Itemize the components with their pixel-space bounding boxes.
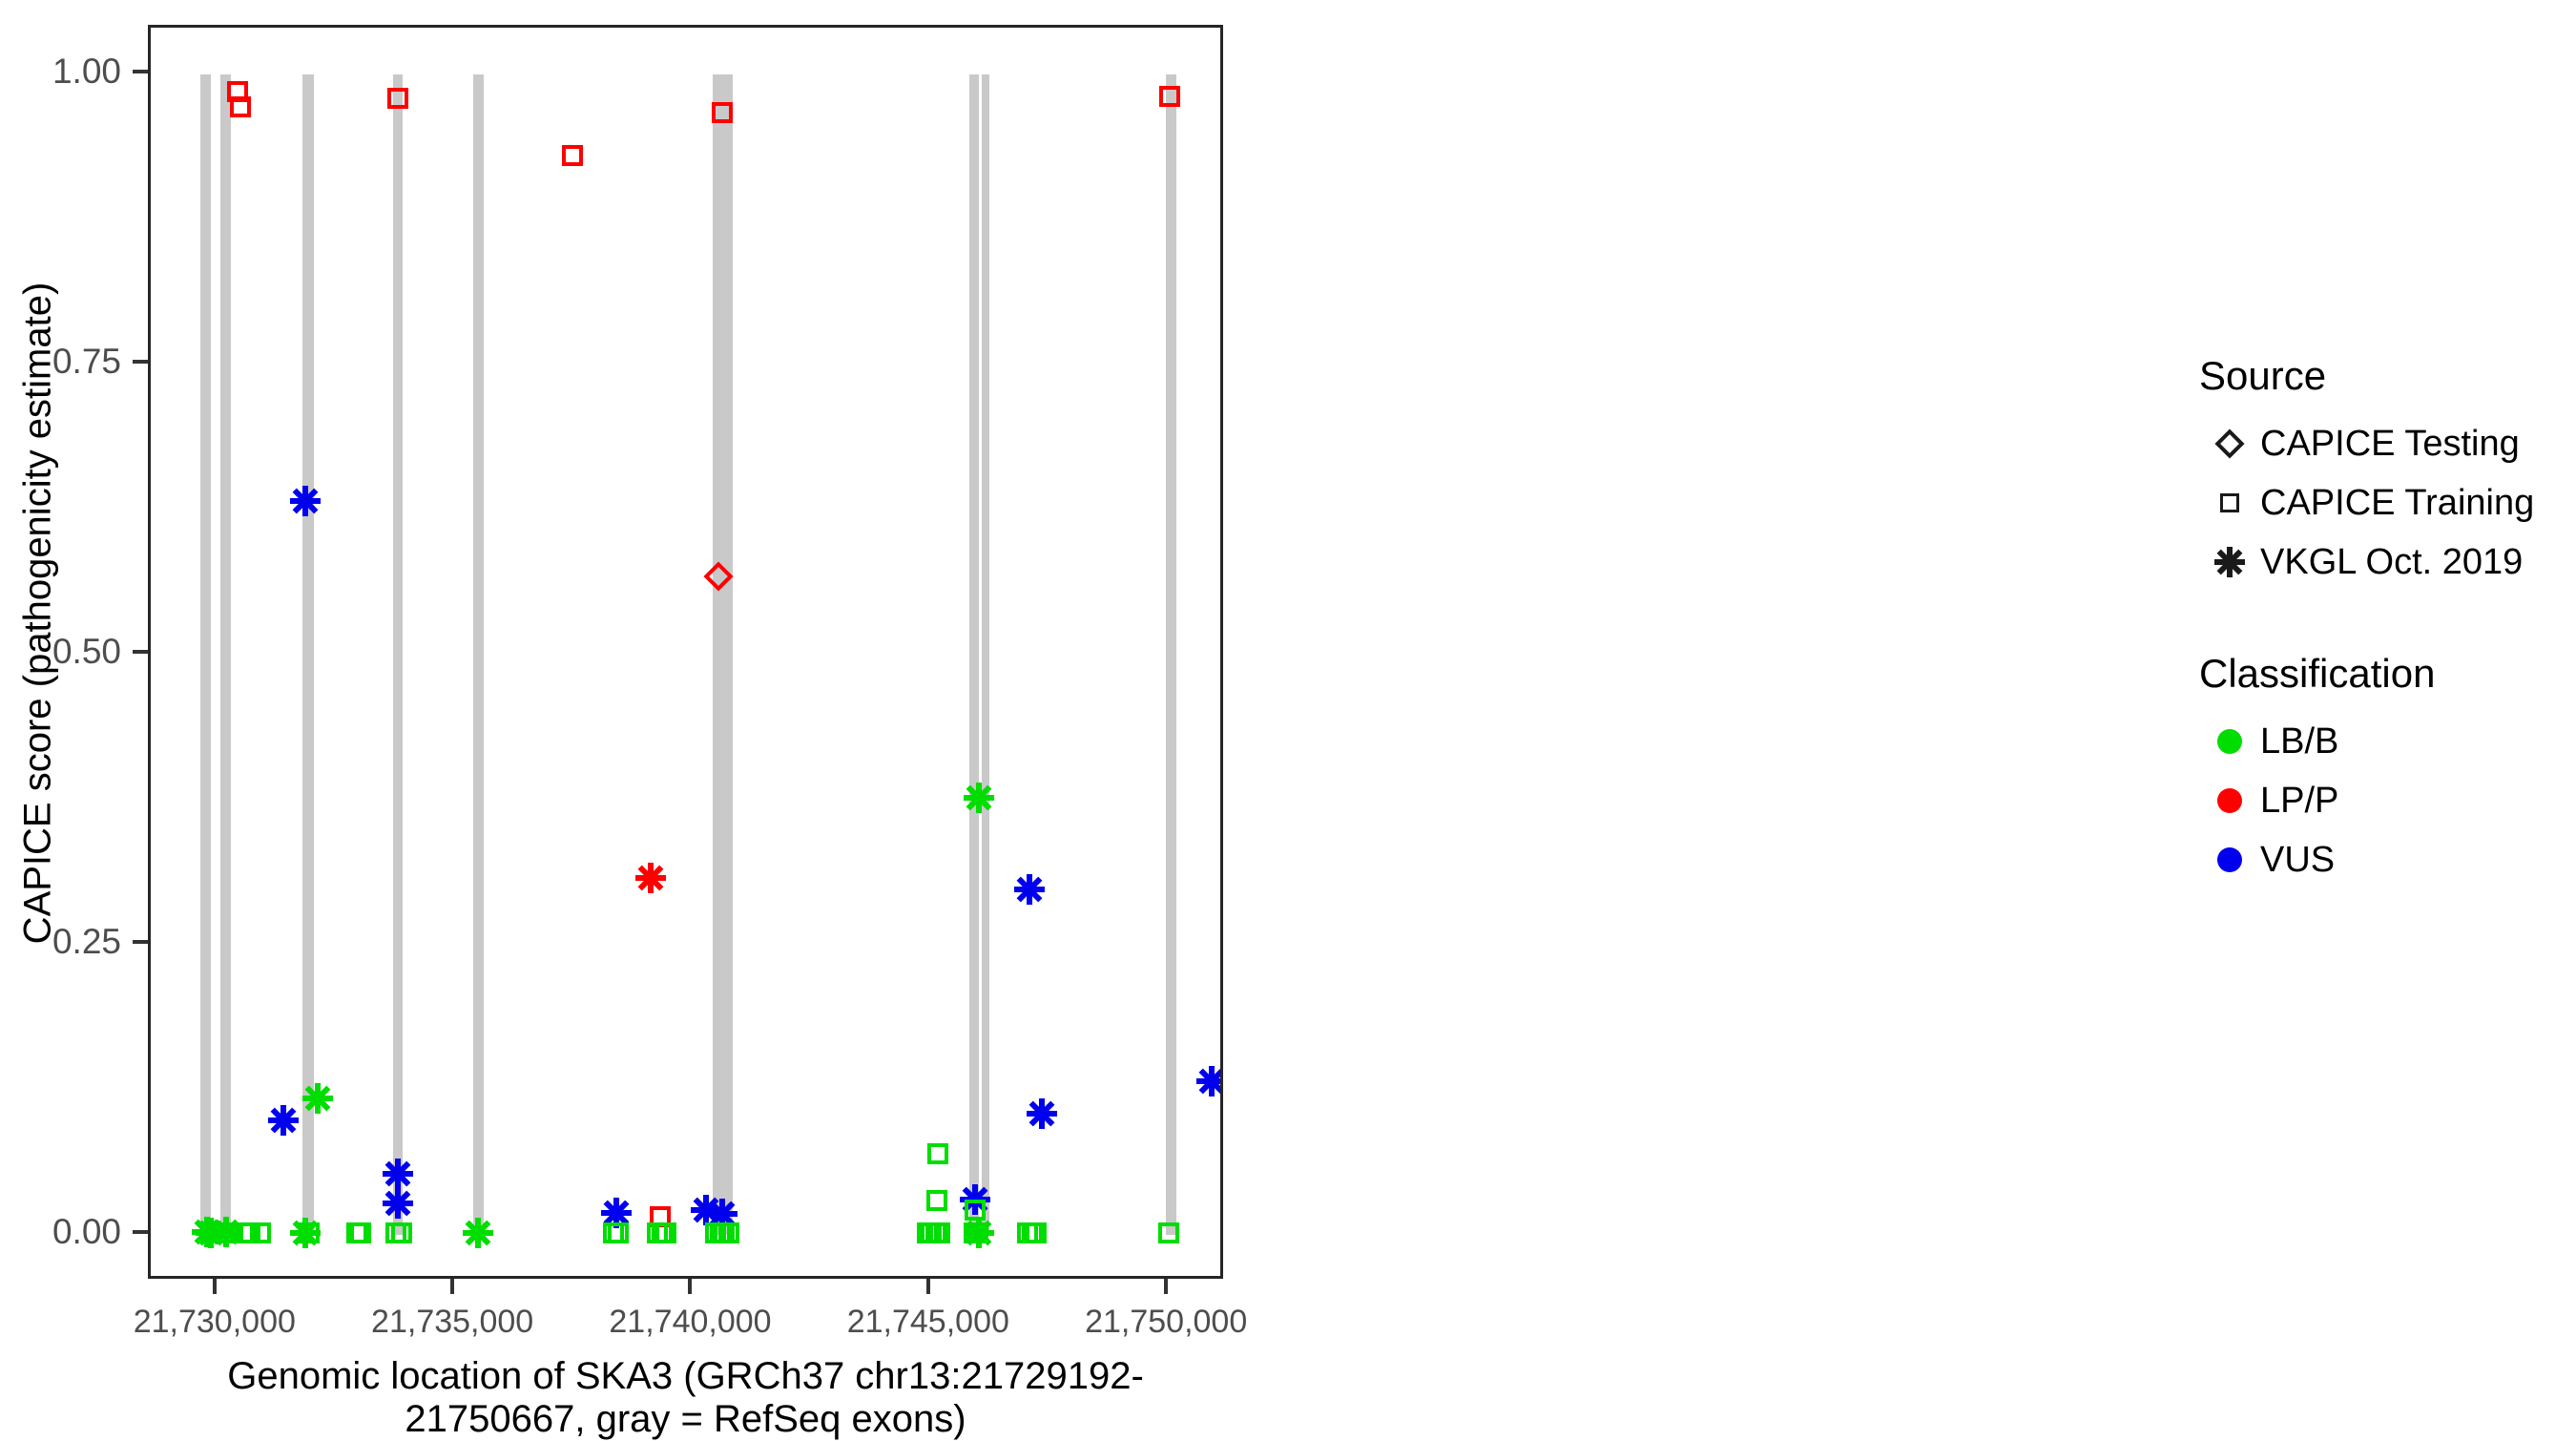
legend: Source CAPICE Testing CAPICE Training	[2199, 353, 2562, 949]
data-point	[1026, 1097, 1058, 1130]
legend-item-lbb[interactable]: LB/B	[2199, 712, 2562, 771]
data-point	[690, 1194, 722, 1226]
data-point	[382, 1158, 414, 1190]
x-tick-mark	[925, 1279, 930, 1294]
y-tick-label: 0.00	[52, 1212, 121, 1252]
x-tick-label: 21,735,000	[371, 1304, 534, 1340]
data-point	[350, 1222, 372, 1243]
data-point	[927, 1143, 949, 1165]
x-tick-label: 21,730,000	[133, 1304, 296, 1340]
data-point	[462, 1217, 494, 1249]
data-point	[289, 485, 322, 517]
legend-label-vkgl: VKGL Oct. 2019	[2260, 541, 2524, 582]
data-point	[655, 1222, 677, 1243]
data-point	[227, 80, 249, 102]
data-point	[390, 1222, 412, 1243]
plot-panel	[148, 25, 1223, 1279]
y-tick-label: 0.75	[52, 341, 121, 381]
y-tick-mark	[133, 650, 148, 654]
data-point	[249, 1222, 271, 1243]
exon-bar	[302, 73, 315, 1236]
legend-label-vus: VUS	[2260, 839, 2336, 880]
data-point	[562, 144, 584, 166]
data-point	[1013, 873, 1046, 906]
legend-item-lpp[interactable]: LP/P	[2199, 771, 2562, 830]
data-point	[608, 1222, 630, 1243]
x-axis-title: Genomic location of SKA3 (GRCh37 chr13:2…	[227, 1355, 1144, 1440]
y-tick-mark	[133, 940, 148, 945]
data-point	[267, 1104, 300, 1137]
data-point	[929, 1222, 951, 1243]
exon-bar	[1165, 73, 1176, 1236]
x-tick-label: 21,750,000	[1085, 1304, 1248, 1340]
exon-bar	[200, 73, 212, 1236]
data-point	[965, 1199, 987, 1221]
exon-bar	[393, 73, 404, 1236]
data-point	[299, 1222, 321, 1243]
legend-title-source: Source	[2199, 353, 2327, 398]
x-tick-label: 21,745,000	[846, 1304, 1009, 1340]
data-point	[963, 1217, 995, 1249]
data-point	[926, 1189, 948, 1211]
exon-bar	[472, 73, 485, 1236]
diamond-icon	[2199, 414, 2260, 473]
data-point	[712, 101, 734, 123]
legend-item-capice-testing[interactable]: CAPICE Testing	[2199, 414, 2562, 473]
x-tick-label: 21,740,000	[609, 1304, 772, 1340]
data-point	[718, 1222, 740, 1243]
exon-bar	[981, 73, 990, 1236]
data-point	[1195, 1065, 1220, 1097]
legend-group-classification: Classification LB/B LP/P VUS	[2199, 651, 2562, 889]
y-tick-mark	[133, 359, 148, 364]
y-tick-label: 0.50	[52, 632, 121, 671]
data-point	[634, 862, 667, 894]
data-point	[706, 1198, 738, 1230]
legend-group-source: Source CAPICE Testing CAPICE Training	[2199, 353, 2562, 592]
legend-label-lbb: LB/B	[2260, 720, 2339, 762]
legend-label-capice-training: CAPICE Training	[2260, 482, 2535, 523]
y-tick-label: 0.25	[52, 922, 121, 962]
exon-bar	[219, 73, 232, 1236]
legend-title-classification: Classification	[2199, 651, 2436, 696]
green-dot-icon	[2199, 712, 2260, 771]
y-axis-title: CAPICE score (pathogenicity estimate)	[16, 282, 59, 945]
x-tick-mark	[212, 1279, 217, 1294]
data-point	[600, 1197, 633, 1229]
y-tick-mark	[133, 69, 148, 73]
data-point	[1026, 1222, 1048, 1243]
data-point	[382, 1187, 414, 1220]
exon-bar	[713, 73, 733, 1236]
legend-label-capice-testing: CAPICE Testing	[2260, 423, 2520, 464]
x-tick-mark	[450, 1279, 455, 1294]
y-tick-label: 1.00	[52, 51, 121, 91]
legend-item-capice-training[interactable]: CAPICE Training	[2199, 473, 2562, 533]
data-point	[229, 95, 251, 117]
square-icon	[2199, 473, 2260, 533]
data-point	[1157, 1222, 1179, 1243]
x-tick-mark	[1164, 1279, 1169, 1294]
data-point	[301, 1082, 334, 1115]
data-point	[216, 1222, 238, 1243]
y-tick-mark	[133, 1230, 148, 1235]
asterisk-icon	[2199, 533, 2260, 592]
legend-item-vkgl[interactable]: VKGL Oct. 2019	[2199, 533, 2562, 592]
red-dot-icon	[2199, 771, 2260, 830]
legend-item-vus[interactable]: VUS	[2199, 830, 2562, 889]
exon-bar	[969, 73, 979, 1236]
data-point	[963, 782, 995, 814]
blue-dot-icon	[2199, 830, 2260, 889]
legend-label-lpp: LP/P	[2260, 780, 2339, 821]
data-point	[1158, 85, 1180, 107]
data-point	[289, 1217, 322, 1249]
x-tick-mark	[688, 1279, 693, 1294]
data-point	[210, 1216, 242, 1248]
data-point	[386, 88, 408, 110]
